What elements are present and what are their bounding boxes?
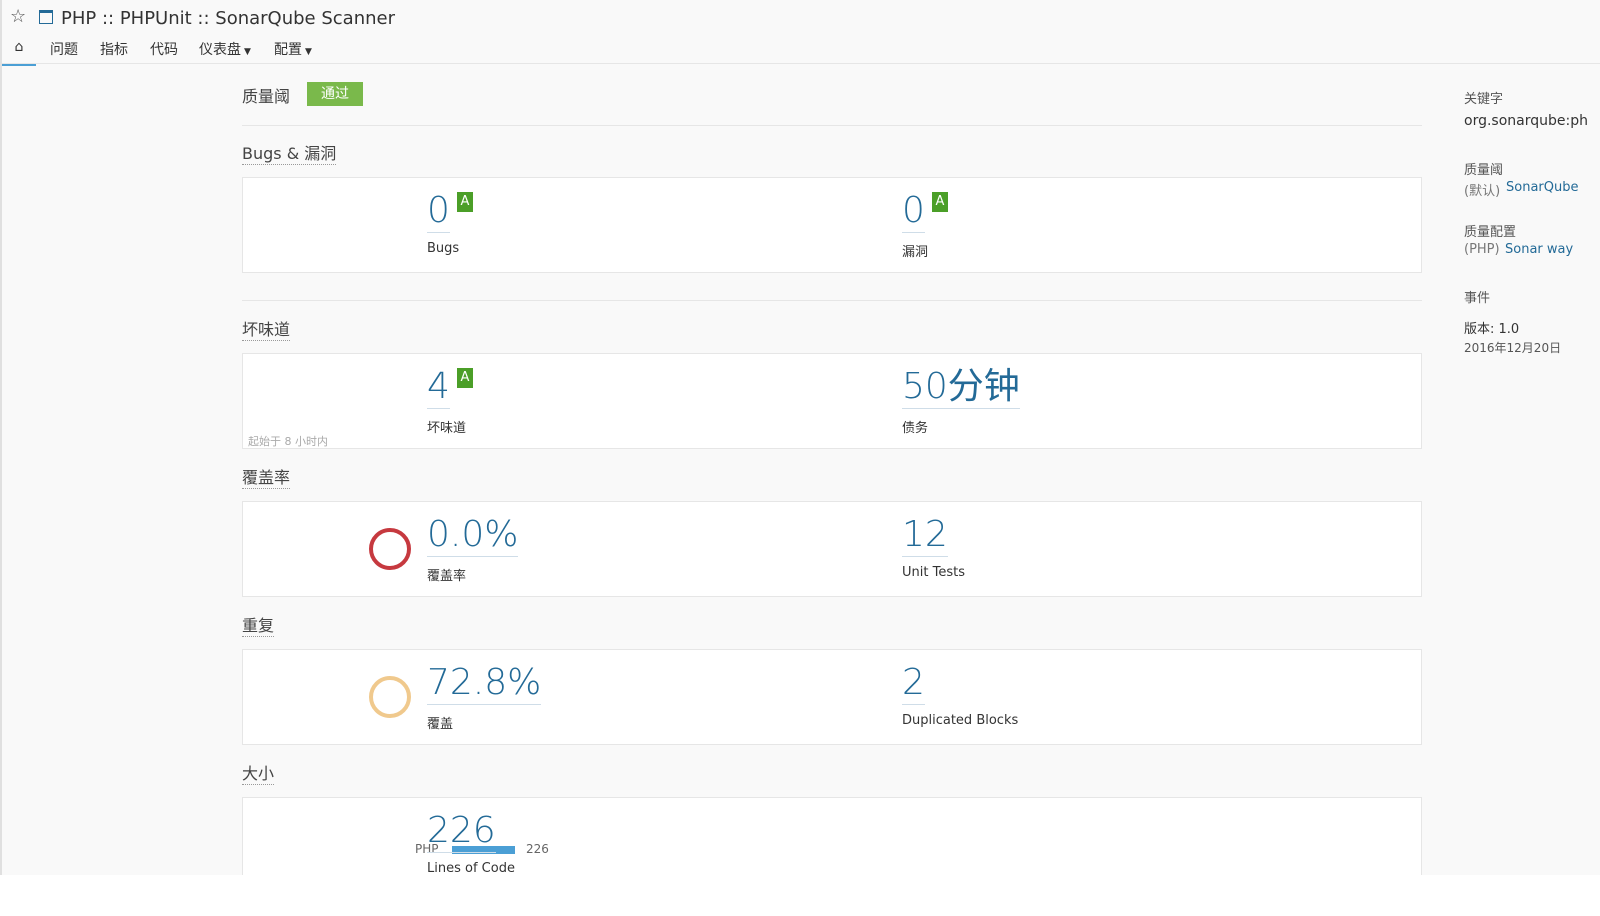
metric-value[interactable]: 0 xyxy=(902,190,925,233)
metric-row: 72.8% xyxy=(427,662,542,705)
card: 72.8% 覆盖 2 Duplicated Blocks xyxy=(242,649,1422,745)
metric-label[interactable]: Duplicated Blocks xyxy=(902,713,1019,728)
side-label: 事件 xyxy=(1464,291,1491,306)
metric-label[interactable]: Bugs xyxy=(427,241,460,256)
metric-row: 0.0% xyxy=(427,514,519,557)
side-prefix: (PHP) xyxy=(1464,242,1500,257)
event-title: 版本: 1.0 xyxy=(1464,322,1520,337)
nav-item[interactable]: 仪表盘 ▼ xyxy=(199,42,251,58)
side-label: 关键字 xyxy=(1464,92,1504,107)
metric-label[interactable]: Unit Tests xyxy=(902,565,965,580)
donut xyxy=(369,528,411,570)
metric-value[interactable]: 50分钟 xyxy=(902,366,1020,409)
metric-value[interactable]: 2 xyxy=(902,662,925,705)
rating: A xyxy=(931,192,948,212)
metric: 4 A 坏味道 xyxy=(427,366,473,436)
metric-label[interactable]: Lines of Code xyxy=(427,861,515,875)
header-border xyxy=(2,63,1600,64)
quality-gate-status: 通过 xyxy=(307,82,363,106)
metric-label[interactable]: 债务 xyxy=(902,421,929,436)
divider xyxy=(242,300,1422,301)
profile-link[interactable]: Sonar way xyxy=(1505,242,1574,257)
dropdown-caret: ▼ xyxy=(244,47,251,57)
nav-item[interactable]: 指标 xyxy=(100,42,128,58)
metric: 72.8% 覆盖 xyxy=(427,662,542,732)
metric-row: 50分钟 xyxy=(902,366,1020,409)
metric: 12 Unit Tests xyxy=(902,514,965,580)
language-value: 226 xyxy=(526,842,549,856)
side-label: 质量配置 xyxy=(1464,225,1517,240)
metric: 50分钟债务 xyxy=(902,366,1020,436)
language-bar xyxy=(452,846,515,854)
metric: 0 A Bugs xyxy=(427,190,473,256)
metric-row: 12 xyxy=(902,514,965,557)
metric-row: 226 xyxy=(427,810,515,853)
card: PHP 226 226 Lines of Code xyxy=(242,797,1422,875)
rating: A xyxy=(456,192,473,212)
metric: 0.0% 覆盖率 xyxy=(427,514,519,584)
home-tab[interactable]: ⌂ xyxy=(2,39,36,66)
favorite-star[interactable]: ☆ xyxy=(10,6,27,27)
metric-row: 2 xyxy=(902,662,1018,705)
section-title: 覆盖率 xyxy=(242,468,291,489)
divider xyxy=(242,125,1422,126)
nav-item[interactable]: 配置 ▼ xyxy=(274,42,312,58)
section-title: 大小 xyxy=(242,764,275,785)
metric: 2 Duplicated Blocks xyxy=(902,662,1018,728)
section-title: 坏味道 xyxy=(242,320,291,341)
project-icon xyxy=(39,10,53,24)
app: ☆ PHP :: PHPUnit :: SonarQube Scanner ⌂ … xyxy=(0,0,1600,875)
metric: 226 Lines of Code xyxy=(427,810,515,875)
rating: A xyxy=(456,368,473,388)
section-title: 重复 xyxy=(242,616,275,637)
metric-label[interactable]: 坏味道 xyxy=(427,421,467,436)
metric-label[interactable]: 漏洞 xyxy=(902,245,929,260)
gate-link[interactable]: SonarQube xyxy=(1506,180,1579,195)
metric-value[interactable]: 12 xyxy=(902,514,948,557)
card: 0 A Bugs 0 A 漏洞 xyxy=(242,177,1422,273)
nav-item[interactable]: 问题 xyxy=(50,42,78,58)
metric: 0 A 漏洞 xyxy=(902,190,948,260)
metric-value[interactable]: 4 xyxy=(427,366,450,409)
card: 起始于 8 小时内 4 A 坏味道 50分钟债务 xyxy=(242,353,1422,449)
metric-value[interactable]: 0 xyxy=(427,190,450,233)
side-label: 质量阈 xyxy=(1464,163,1504,178)
metric-value[interactable]: 0.0% xyxy=(427,514,519,557)
metric-value[interactable]: 226 xyxy=(427,810,496,853)
note: 起始于 8 小时内 xyxy=(248,435,328,448)
metric-label[interactable]: 覆盖 xyxy=(427,717,454,732)
event-date: 2016年12月20日 xyxy=(1464,341,1562,355)
card: 0.0% 覆盖率 12 Unit Tests xyxy=(242,501,1422,597)
metric-label[interactable]: 覆盖率 xyxy=(427,569,467,584)
section-title: Bugs & 漏洞 xyxy=(242,144,337,165)
project-key: org.sonarqube:ph xyxy=(1464,113,1588,129)
quality-gate-label: 质量阈 xyxy=(242,87,291,106)
metric-value[interactable]: 72.8% xyxy=(427,662,542,705)
donut xyxy=(369,676,411,718)
project-title[interactable]: PHP :: PHPUnit :: SonarQube Scanner xyxy=(61,8,395,29)
side-prefix: (默认) xyxy=(1464,184,1501,199)
dropdown-caret: ▼ xyxy=(305,47,312,57)
nav-item[interactable]: 代码 xyxy=(150,42,178,58)
